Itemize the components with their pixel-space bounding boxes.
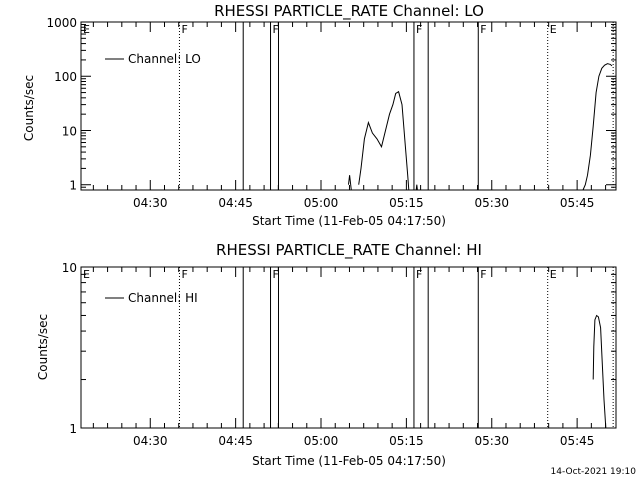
plot-frame-hi bbox=[80, 266, 617, 429]
event-label-0: F bbox=[181, 23, 187, 36]
y-ticks-lo: 1 10 100 1000 bbox=[46, 16, 616, 193]
y-tick-label: 1 bbox=[69, 179, 77, 193]
x-tick-label: 04:30 bbox=[133, 196, 168, 210]
x-axis-label-hi: Start Time (11-Feb-05 04:17:50) bbox=[252, 454, 446, 468]
x-tick-label: 05:00 bbox=[304, 196, 339, 210]
panel-lo: RHESSI PARTICLE_RATE Channel: LO Start T… bbox=[22, 2, 617, 228]
x-tick-label: 04:45 bbox=[218, 196, 253, 210]
event-label-6: F bbox=[480, 23, 486, 36]
series-line-segment-2 bbox=[415, 184, 418, 191]
legend-hi: Channel: HI bbox=[105, 291, 198, 305]
y-tick-label: 1 bbox=[69, 422, 77, 436]
x-ticks-lo: 04:30 04:45 05:00 05:15 05:30 05:45 bbox=[92, 22, 607, 210]
event-label-6: F bbox=[480, 268, 486, 281]
event-markers-hi: F F F F EE bbox=[83, 267, 614, 428]
series-line-segment-0 bbox=[348, 175, 352, 191]
x-tick-label: 04:45 bbox=[218, 434, 253, 448]
x-tick-label: 05:15 bbox=[389, 196, 424, 210]
footer-timestamp: 14-Oct-2021 19:10 bbox=[551, 467, 637, 477]
event-label-0: F bbox=[181, 268, 187, 281]
legend-label-hi: Channel: HI bbox=[128, 291, 198, 305]
edge-label-0: E bbox=[83, 268, 90, 281]
series-lo bbox=[348, 63, 613, 191]
panel-hi: RHESSI PARTICLE_RATE Channel: HI Start T… bbox=[36, 241, 617, 468]
edge-label-0: E bbox=[83, 23, 90, 36]
x-ticks-hi: 04:30 04:45 05:00 05:15 05:30 05:45 bbox=[92, 267, 607, 448]
x-tick-label: 04:30 bbox=[133, 434, 168, 448]
series-line-segment-0 bbox=[592, 314, 607, 429]
series-line-segment-1 bbox=[358, 90, 410, 191]
series-hi bbox=[592, 314, 607, 429]
x-tick-label: 05:45 bbox=[560, 434, 595, 448]
event-label-7: E bbox=[550, 23, 557, 36]
y-ticks-hi: 1 10 bbox=[62, 261, 616, 436]
y-axis-label-hi: Counts/sec bbox=[36, 314, 50, 380]
legend-label-lo: Channel: LO bbox=[128, 52, 201, 66]
event-label-4: F bbox=[416, 268, 422, 281]
y-tick-label: 10 bbox=[62, 261, 77, 275]
plot-frame-lo bbox=[80, 21, 617, 191]
chart-title-hi: RHESSI PARTICLE_RATE Channel: HI bbox=[216, 241, 482, 260]
event-label-7: E bbox=[550, 268, 557, 281]
x-tick-label: 05:00 bbox=[304, 434, 339, 448]
x-tick-label: 05:15 bbox=[389, 434, 424, 448]
event-label-2: F bbox=[273, 23, 279, 36]
x-tick-label: 05:30 bbox=[474, 196, 509, 210]
y-tick-label: 10 bbox=[62, 124, 77, 138]
y-tick-label: 100 bbox=[54, 70, 77, 84]
event-label-2: F bbox=[273, 268, 279, 281]
legend-lo: Channel: LO bbox=[105, 52, 201, 66]
x-tick-label: 05:30 bbox=[474, 434, 509, 448]
x-axis-label-lo: Start Time (11-Feb-05 04:17:50) bbox=[252, 214, 446, 228]
y-axis-label-lo: Counts/sec bbox=[22, 75, 36, 141]
event-markers-lo: F F F F EE bbox=[83, 22, 614, 190]
chart-title-lo: RHESSI PARTICLE_RATE Channel: LO bbox=[214, 2, 484, 21]
x-tick-label: 05:45 bbox=[560, 196, 595, 210]
event-label-4: F bbox=[416, 23, 422, 36]
y-tick-label: 1000 bbox=[46, 16, 77, 30]
series-line-segment-3 bbox=[582, 63, 613, 191]
